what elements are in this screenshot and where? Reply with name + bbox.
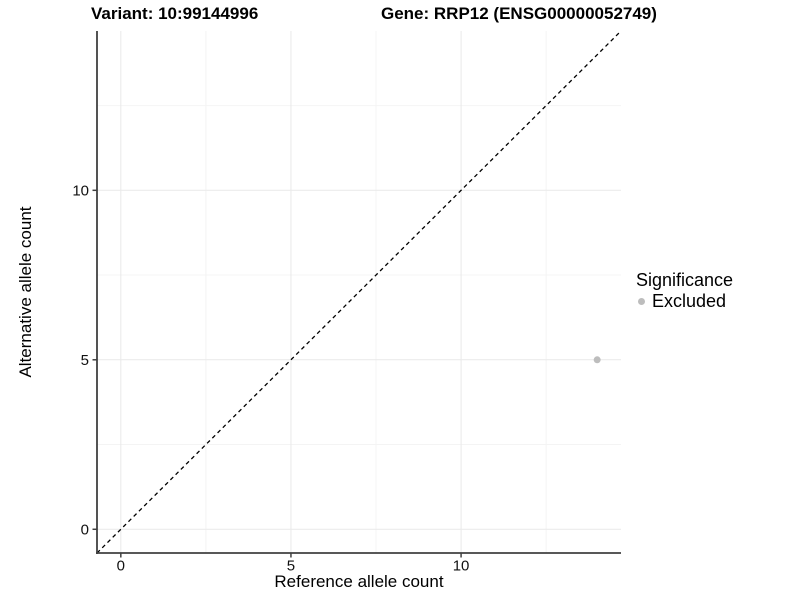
legend-item-label: Excluded	[652, 291, 727, 311]
y-tick-label: 10	[72, 183, 89, 200]
x-tick-label: 10	[453, 558, 470, 575]
data-point	[593, 356, 601, 364]
y-tick-label: 0	[81, 521, 89, 538]
plot-title-gene: Gene: RRP12 (ENSG00000052749)	[381, 4, 657, 23]
plot-title-variant: Variant: 10:99144996	[91, 4, 259, 23]
identity-line	[96, 30, 622, 554]
legend: Significance Excluded	[636, 270, 733, 312]
legend-item-excluded: Excluded	[636, 291, 733, 312]
x-tick-label: 5	[287, 558, 295, 575]
x-axis-title: Reference allele count	[274, 572, 444, 591]
legend-key-dot-icon	[638, 298, 645, 305]
legend-title: Significance	[636, 270, 734, 290]
y-axis-title: Alternative allele count	[16, 206, 35, 378]
x-tick-label: 0	[117, 558, 125, 575]
y-tick-label: 5	[81, 352, 89, 369]
